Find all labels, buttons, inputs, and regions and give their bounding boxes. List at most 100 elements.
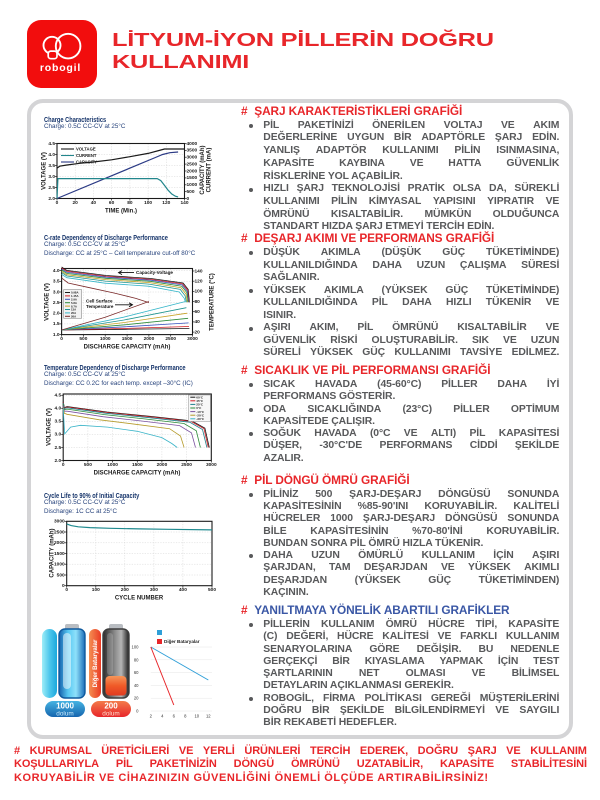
svg-text:2: 2 xyxy=(150,714,153,719)
svg-text:1000: 1000 xyxy=(56,702,74,711)
svg-text:DISCHARGE CAPACITY (mAh): DISCHARGE CAPACITY (mAh) xyxy=(84,345,171,351)
svg-text:3000: 3000 xyxy=(206,462,217,468)
svg-text:2.5: 2.5 xyxy=(48,185,55,191)
svg-text:3000: 3000 xyxy=(54,519,65,525)
svg-text:60: 60 xyxy=(195,309,201,315)
svg-text:500: 500 xyxy=(84,462,92,468)
svg-text:3.5: 3.5 xyxy=(48,163,55,169)
svg-text:400: 400 xyxy=(179,587,187,593)
svg-text:300: 300 xyxy=(150,587,158,593)
svg-text:0.98A: 0.98A xyxy=(71,291,78,295)
svg-text:-10°C: -10°C xyxy=(196,410,205,414)
svg-text:8: 8 xyxy=(184,714,187,719)
svg-text:1000: 1000 xyxy=(107,462,118,468)
svg-text:1500: 1500 xyxy=(122,336,133,342)
svg-text:Temperature: Temperature xyxy=(86,304,114,309)
svg-text:2500: 2500 xyxy=(187,161,198,167)
svg-text:2.0: 2.0 xyxy=(48,196,55,202)
svg-text:12: 12 xyxy=(206,714,211,719)
svg-text:45°C: 45°C xyxy=(196,399,204,403)
svg-text:VOLTAGE (V): VOLTAGE (V) xyxy=(42,152,48,190)
svg-text:2.5: 2.5 xyxy=(53,300,60,306)
svg-text:5.8A: 5.8A xyxy=(71,301,77,305)
svg-text:Capacity-Voltage: Capacity-Voltage xyxy=(136,270,173,275)
svg-text:4: 4 xyxy=(161,714,164,719)
svg-text:1.5: 1.5 xyxy=(53,321,60,327)
svg-text:2000: 2000 xyxy=(157,462,168,468)
svg-text:4.0: 4.0 xyxy=(48,152,55,158)
svg-text:TEMPERATURE (°C): TEMPERATURE (°C) xyxy=(210,273,216,331)
svg-text:20: 20 xyxy=(195,329,201,335)
svg-text:100: 100 xyxy=(144,200,152,206)
svg-text:100: 100 xyxy=(92,587,100,593)
svg-text:200: 200 xyxy=(104,702,118,711)
svg-text:dolum: dolum xyxy=(56,711,73,718)
svg-text:25°C: 25°C xyxy=(196,403,204,407)
svg-text:1.0: 1.0 xyxy=(53,332,60,338)
svg-text:2500: 2500 xyxy=(165,336,176,342)
svg-text:40: 40 xyxy=(91,200,97,206)
svg-text:Diğer Bataryalar: Diğer Bataryalar xyxy=(164,639,200,644)
svg-text:1.45A: 1.45A xyxy=(71,294,78,298)
svg-text:3.5: 3.5 xyxy=(55,419,62,425)
svg-text:0: 0 xyxy=(187,196,190,202)
svg-text:40: 40 xyxy=(134,683,139,688)
svg-text:80: 80 xyxy=(134,657,139,662)
svg-text:2.5: 2.5 xyxy=(55,445,62,451)
svg-text:1500: 1500 xyxy=(132,462,143,468)
svg-text:CURRENT: CURRENT xyxy=(76,153,97,158)
svg-text:-30°C: -30°C xyxy=(196,417,205,421)
svg-text:500: 500 xyxy=(208,587,216,593)
svg-text:60: 60 xyxy=(134,670,139,675)
svg-text:DISCHARGE CAPACITY (mAh): DISCHARGE CAPACITY (mAh) xyxy=(94,471,181,477)
svg-text:VOLTAGE: VOLTAGE xyxy=(76,147,96,152)
svg-text:3.5: 3.5 xyxy=(53,279,60,285)
svg-text:1000: 1000 xyxy=(100,336,111,342)
svg-text:1000: 1000 xyxy=(54,561,65,567)
svg-text:140: 140 xyxy=(180,200,188,206)
svg-text:3000: 3000 xyxy=(187,154,198,160)
svg-text:CURRENT (mA): CURRENT (mA) xyxy=(207,148,213,193)
svg-text:40: 40 xyxy=(195,319,201,325)
svg-text:10: 10 xyxy=(194,714,199,719)
svg-text:CAPACITY (mAh): CAPACITY (mAh) xyxy=(50,528,56,577)
svg-text:100: 100 xyxy=(195,289,203,295)
svg-text:0: 0 xyxy=(60,336,63,342)
svg-text:6: 6 xyxy=(173,714,176,719)
svg-text:60°C: 60°C xyxy=(196,395,204,399)
svg-text:0: 0 xyxy=(62,583,65,589)
svg-text:robogil: robogil xyxy=(40,62,81,74)
svg-text:1500: 1500 xyxy=(187,175,198,181)
svg-text:3.0: 3.0 xyxy=(55,432,62,438)
svg-text:Cell Surface: Cell Surface xyxy=(86,299,113,304)
svg-text:2000: 2000 xyxy=(144,336,155,342)
svg-text:0°C: 0°C xyxy=(196,406,202,410)
svg-text:80: 80 xyxy=(127,200,133,206)
svg-text:3500: 3500 xyxy=(187,148,198,154)
svg-text:500: 500 xyxy=(187,189,195,195)
svg-text:2.0: 2.0 xyxy=(55,458,62,464)
svg-text:20: 20 xyxy=(73,200,79,206)
svg-text:CAPACITY (mAh): CAPACITY (mAh) xyxy=(200,145,206,194)
svg-text:1000: 1000 xyxy=(187,182,198,188)
svg-text:3000: 3000 xyxy=(187,336,198,342)
svg-text:CYCLE NUMBER: CYCLE NUMBER xyxy=(115,596,164,602)
svg-text:CAPACITY: CAPACITY xyxy=(76,160,97,165)
svg-text:VOLTAGE (V): VOLTAGE (V) xyxy=(47,408,53,446)
svg-text:2000: 2000 xyxy=(187,168,198,174)
svg-text:4000: 4000 xyxy=(187,141,198,147)
svg-text:0: 0 xyxy=(56,200,59,206)
svg-text:4.0: 4.0 xyxy=(55,406,62,412)
svg-text:13A: 13A xyxy=(71,308,76,312)
svg-text:8.7A: 8.7A xyxy=(71,304,77,308)
svg-text:20: 20 xyxy=(134,696,139,701)
svg-text:4.0: 4.0 xyxy=(53,268,60,274)
svg-text:100: 100 xyxy=(132,645,140,650)
svg-text:0: 0 xyxy=(62,462,65,468)
svg-text:2000: 2000 xyxy=(54,540,65,546)
svg-text:2.9A: 2.9A xyxy=(71,298,77,302)
svg-text:3.0: 3.0 xyxy=(53,289,60,295)
svg-text:500: 500 xyxy=(79,336,87,342)
svg-text:120: 120 xyxy=(162,200,170,206)
svg-text:4.5: 4.5 xyxy=(48,141,55,147)
